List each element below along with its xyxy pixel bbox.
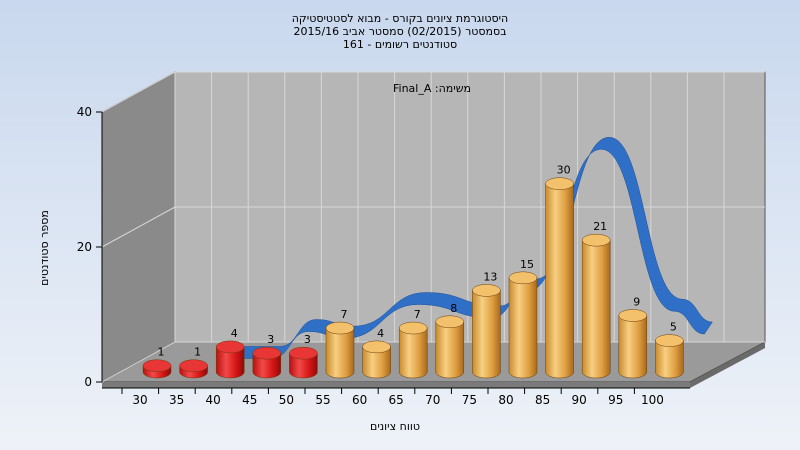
bar-body-45	[252, 352, 282, 379]
bar-65: 7	[398, 308, 428, 379]
x-tick-label-95: 95	[608, 393, 623, 407]
x-tick-label-55: 55	[315, 393, 330, 407]
x-tick-label-65: 65	[389, 393, 404, 407]
bar-top-75	[472, 284, 501, 297]
x-tick-label-90: 90	[572, 393, 587, 407]
bar-value-label-45: 3	[267, 333, 274, 346]
task-label: משימה: Final_A	[393, 82, 471, 95]
bar-top-95	[618, 309, 648, 322]
chart-title-line-3: סטודנטים רשומים - 161	[343, 38, 457, 51]
bar-value-label-70: 8	[450, 302, 457, 315]
bar-80: 15	[508, 258, 538, 379]
x-tick-label-30: 30	[132, 393, 147, 407]
x-tick-label-50: 50	[279, 393, 294, 407]
bar-value-label-85: 30	[557, 164, 571, 177]
bar-body-55	[325, 327, 355, 379]
bar-body-85	[545, 183, 574, 379]
bar-85: 30	[545, 164, 574, 379]
bar-75: 13	[472, 270, 501, 379]
bar-body-60	[362, 346, 391, 379]
bar-top-35	[179, 359, 208, 372]
bar-top-55	[325, 321, 355, 335]
chart-title-line-2: בסמסטר (02/2015) סמסטר אביב 2015/16	[293, 25, 506, 38]
bar-35: 1	[179, 346, 208, 379]
bar-body-100	[655, 340, 684, 379]
bar-body-90	[581, 239, 611, 379]
bar-top-30	[142, 359, 172, 372]
x-tick-label-75: 75	[462, 393, 477, 407]
y-tick-label-0: 0	[84, 375, 92, 389]
bar-70: 8	[435, 302, 465, 379]
bar-95: 9	[618, 296, 648, 379]
bar-top-100	[655, 334, 684, 347]
x-tick-label-45: 45	[242, 393, 257, 407]
bar-body-65	[398, 327, 428, 379]
bar-60: 4	[362, 327, 391, 379]
y-tick-label-40: 40	[77, 105, 92, 119]
bar-value-label-95: 9	[633, 296, 640, 309]
x-tick-label-70: 70	[425, 393, 440, 407]
x-tick-label-80: 80	[498, 393, 513, 407]
x-tick-label-35: 35	[169, 393, 184, 407]
bar-value-label-60: 4	[377, 327, 384, 340]
bar-value-label-35: 1	[194, 346, 201, 359]
bar-value-label-75: 13	[483, 270, 497, 283]
bar-40: 4	[215, 327, 245, 379]
bar-body-75	[472, 290, 501, 379]
bar-body-50	[289, 352, 318, 379]
bar-50: 3	[289, 333, 318, 379]
bar-top-70	[435, 315, 465, 329]
grid-side-0	[101, 341, 176, 383]
y-tick-label-20: 20	[77, 240, 92, 254]
y-axis-label: מספר סטודנטים	[38, 210, 51, 286]
bar-value-label-100: 5	[670, 321, 677, 334]
bar-value-label-90: 21	[593, 220, 607, 233]
bar-body-70	[435, 321, 465, 379]
bar-value-label-40: 4	[231, 327, 238, 340]
bar-30: 1	[142, 346, 172, 379]
bar-45: 3	[252, 333, 282, 379]
bar-value-label-55: 7	[341, 308, 348, 321]
bar-body-95	[618, 315, 648, 379]
bar-top-40	[215, 340, 245, 354]
bar-55: 7	[325, 308, 355, 379]
bar-value-label-80: 15	[520, 258, 534, 271]
x-axis-label: טווח ציונים	[370, 420, 420, 433]
bar-top-60	[362, 340, 391, 354]
x-tick-label-40: 40	[206, 393, 221, 407]
grid-side-1	[101, 206, 176, 248]
bar-value-label-30: 1	[158, 346, 165, 359]
x-tick-label-85: 85	[535, 393, 550, 407]
x-tick-label-100: 100	[641, 393, 664, 407]
plot-floor-right-edge	[690, 342, 765, 388]
x-tick-label-60: 60	[352, 393, 367, 407]
bar-top-90	[581, 233, 611, 247]
grid-side-2	[101, 71, 176, 113]
bar-100: 5	[655, 321, 684, 379]
bar-90: 21	[581, 220, 611, 379]
bar-value-label-50: 3	[304, 333, 311, 346]
bar-top-65	[398, 321, 428, 335]
bars-layer: 1 1 4 3 3 7 4 7 8 13 15 30 21 9 5	[142, 164, 684, 379]
bar-top-50	[289, 346, 318, 360]
bar-top-85	[545, 177, 574, 190]
bar-top-80	[508, 271, 538, 285]
chart-title-line-1: היסטוגרמת ציונים בקורס - מבוא לסטטיסטיקה	[292, 12, 508, 25]
bar-body-40	[215, 346, 245, 379]
bar-top-45	[252, 346, 282, 360]
bar-body-80	[508, 277, 538, 379]
plot-floor-front	[102, 382, 690, 388]
bar-value-label-65: 7	[414, 308, 421, 321]
